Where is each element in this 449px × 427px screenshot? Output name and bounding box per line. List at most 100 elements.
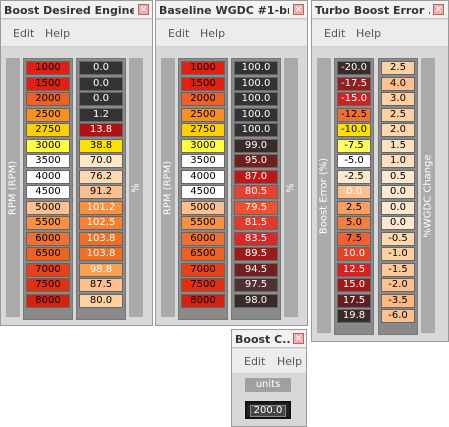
value-cell[interactable]: 100.0 <box>234 76 278 91</box>
axis-cell[interactable]: -7.5 <box>337 138 371 153</box>
value-cell[interactable]: 80.5 <box>234 185 278 199</box>
axis-cell[interactable]: 4000 <box>26 169 70 184</box>
value-cell[interactable]: 0.0 <box>381 185 415 199</box>
value-cell[interactable]: -0.5 <box>381 231 415 246</box>
axis-cell[interactable]: 19.8 <box>337 309 371 323</box>
menu-edit[interactable]: Edit <box>168 27 190 40</box>
value-cell[interactable]: 100.0 <box>234 107 278 122</box>
value-cell[interactable]: 1.2 <box>79 107 123 122</box>
value-cell[interactable]: 38.8 <box>79 138 123 153</box>
value-cell[interactable]: 76.2 <box>79 169 123 184</box>
window-titlebar[interactable]: Boost Desired Engine ... ✕ <box>1 1 152 19</box>
value-cell[interactable]: -1.5 <box>381 262 415 277</box>
value-cell[interactable]: -6.0 <box>381 309 415 323</box>
value-cell[interactable]: 0.0 <box>79 61 123 75</box>
value-cell[interactable]: 200.0 <box>250 405 286 417</box>
axis-cell[interactable]: 1500 <box>181 76 225 91</box>
close-icon[interactable]: ✕ <box>293 333 304 344</box>
menu-edit[interactable]: Edit <box>13 27 35 40</box>
axis-cell[interactable]: 1000 <box>181 61 225 75</box>
value-cell[interactable]: 87.0 <box>234 169 278 184</box>
axis-cell[interactable]: 8000 <box>181 293 225 308</box>
axis-cell[interactable]: 4500 <box>26 185 70 199</box>
axis-cell[interactable]: -5.0 <box>337 154 371 168</box>
axis-cell[interactable]: -17.5 <box>337 76 371 91</box>
menu-help[interactable]: Help <box>356 27 382 40</box>
value-cell[interactable]: 81.5 <box>234 216 278 230</box>
value-cell[interactable]: 98.0 <box>234 293 278 308</box>
axis-cell[interactable]: 2750 <box>26 123 70 137</box>
axis-cell[interactable]: -15.0 <box>337 92 371 106</box>
value-cell[interactable]: 0.0 <box>79 92 123 106</box>
close-icon[interactable]: ✕ <box>138 4 149 15</box>
axis-cell[interactable]: 7500 <box>26 278 70 292</box>
axis-cell[interactable]: 6000 <box>26 231 70 246</box>
axis-cell[interactable]: 15.0 <box>337 278 371 292</box>
value-cell[interactable]: 13.8 <box>79 123 123 137</box>
axis-cell[interactable]: -10.0 <box>337 123 371 137</box>
axis-cell[interactable]: 5500 <box>26 216 70 230</box>
close-icon[interactable]: ✕ <box>433 4 444 15</box>
value-cell[interactable]: 0.5 <box>381 169 415 184</box>
axis-cell[interactable]: 12.5 <box>337 262 371 277</box>
value-cell[interactable]: 101.2 <box>79 200 123 215</box>
value-cell[interactable]: 1.5 <box>381 138 415 153</box>
value-cell[interactable]: 2.5 <box>381 61 415 75</box>
value-cell[interactable]: -2.0 <box>381 278 415 292</box>
axis-cell[interactable]: 6000 <box>181 231 225 246</box>
axis-cell[interactable]: -2.5 <box>337 169 371 184</box>
axis-cell[interactable]: 6500 <box>181 247 225 261</box>
axis-cell[interactable]: 4500 <box>181 185 225 199</box>
axis-cell[interactable]: 5000 <box>181 200 225 215</box>
value-cell[interactable]: 102.5 <box>79 216 123 230</box>
axis-cell[interactable]: 2750 <box>181 123 225 137</box>
axis-cell[interactable]: 1500 <box>26 76 70 91</box>
axis-cell[interactable]: 4000 <box>181 169 225 184</box>
menu-edit[interactable]: Edit <box>244 355 266 368</box>
value-cell[interactable]: 0.0 <box>381 216 415 230</box>
value-cell[interactable]: 83.5 <box>234 231 278 246</box>
value-cell[interactable]: -3.5 <box>381 293 415 308</box>
menu-help[interactable]: Help <box>277 355 303 368</box>
value-cell[interactable]: 97.5 <box>234 278 278 292</box>
value-cell[interactable]: 103.8 <box>79 231 123 246</box>
value-cell[interactable]: 80.0 <box>79 293 123 308</box>
axis-cell[interactable]: 2000 <box>181 92 225 106</box>
value-cell[interactable]: 4.0 <box>381 76 415 91</box>
value-cell[interactable]: 91.2 <box>79 185 123 199</box>
axis-cell[interactable]: 7000 <box>181 262 225 277</box>
value-cell[interactable]: 1.0 <box>381 154 415 168</box>
window-titlebar[interactable]: Boost C... ✕ <box>232 330 306 348</box>
axis-cell[interactable]: 7000 <box>26 262 70 277</box>
axis-cell[interactable]: 2500 <box>181 107 225 122</box>
value-cell[interactable]: 103.8 <box>79 247 123 261</box>
axis-cell[interactable]: 3000 <box>26 138 70 153</box>
close-icon[interactable]: ✕ <box>293 4 304 15</box>
value-cell[interactable]: 0.0 <box>79 76 123 91</box>
axis-cell[interactable]: 7.5 <box>337 231 371 246</box>
axis-cell[interactable]: 17.5 <box>337 293 371 308</box>
value-cell[interactable]: 0.0 <box>381 200 415 215</box>
value-cell[interactable]: 100.0 <box>234 123 278 137</box>
axis-cell[interactable]: 1000 <box>26 61 70 75</box>
value-cell[interactable]: 89.5 <box>234 247 278 261</box>
menu-edit[interactable]: Edit <box>324 27 346 40</box>
value-cell[interactable]: 2.0 <box>381 123 415 137</box>
window-titlebar[interactable]: Baseline WGDC #1-br... ✕ <box>156 1 307 19</box>
axis-cell[interactable]: 5500 <box>181 216 225 230</box>
axis-cell[interactable]: 3500 <box>26 154 70 168</box>
axis-cell[interactable]: 3500 <box>181 154 225 168</box>
axis-cell[interactable]: -12.5 <box>337 107 371 122</box>
axis-cell[interactable]: 2000 <box>26 92 70 106</box>
axis-cell[interactable]: 7500 <box>181 278 225 292</box>
value-cell[interactable]: 2.5 <box>381 107 415 122</box>
window-titlebar[interactable]: Turbo Boost Error ... ✕ <box>312 1 448 19</box>
menu-help[interactable]: Help <box>200 27 226 40</box>
axis-cell[interactable]: 2500 <box>26 107 70 122</box>
value-cell[interactable]: 79.5 <box>234 200 278 215</box>
axis-cell[interactable]: 2.5 <box>337 200 371 215</box>
value-cell[interactable]: 99.0 <box>234 138 278 153</box>
value-cell[interactable]: 98.8 <box>79 262 123 277</box>
value-cell[interactable]: 87.5 <box>79 278 123 292</box>
value-cell[interactable]: 94.5 <box>234 262 278 277</box>
